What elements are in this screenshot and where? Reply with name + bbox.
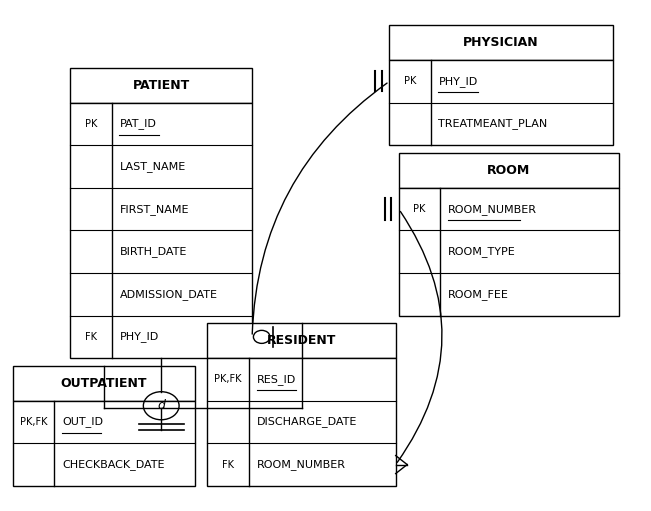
Text: PHYSICIAN: PHYSICIAN	[463, 36, 539, 49]
Text: RES_ID: RES_ID	[256, 374, 296, 385]
Text: PHY_ID: PHY_ID	[438, 76, 478, 87]
Text: PATIENT: PATIENT	[133, 79, 190, 92]
Text: ROOM_NUMBER: ROOM_NUMBER	[256, 459, 346, 470]
Bar	[70, 67, 252, 103]
Bar	[208, 323, 396, 358]
Text: LAST_NAME: LAST_NAME	[119, 161, 186, 172]
Bar	[399, 188, 619, 316]
Text: ROOM: ROOM	[488, 164, 531, 177]
Text: FK: FK	[222, 459, 234, 470]
Text: PK: PK	[85, 119, 97, 129]
Text: PK,FK: PK,FK	[214, 375, 242, 384]
Text: OUTPATIENT: OUTPATIENT	[61, 377, 147, 390]
Text: FK: FK	[85, 332, 97, 342]
Text: RESIDENT: RESIDENT	[267, 334, 337, 347]
Text: TREATMEANT_PLAN: TREATMEANT_PLAN	[438, 119, 547, 129]
Text: ROOM_NUMBER: ROOM_NUMBER	[448, 204, 537, 215]
Bar	[70, 103, 252, 358]
Text: OUT_ID: OUT_ID	[62, 416, 103, 428]
Text: ROOM_TYPE: ROOM_TYPE	[448, 246, 516, 257]
Text: PK: PK	[404, 77, 416, 86]
Text: PK: PK	[413, 204, 426, 214]
Bar	[389, 60, 613, 145]
Text: ROOM_FEE: ROOM_FEE	[448, 289, 509, 300]
Bar	[13, 366, 195, 401]
Bar	[399, 153, 619, 188]
Text: ADMISSION_DATE: ADMISSION_DATE	[119, 289, 217, 300]
Text: PHY_ID: PHY_ID	[119, 332, 159, 342]
Text: PAT_ID: PAT_ID	[119, 119, 156, 129]
Bar	[13, 401, 195, 486]
Bar	[389, 25, 613, 60]
Text: d: d	[158, 399, 165, 412]
Text: DISCHARGE_DATE: DISCHARGE_DATE	[256, 416, 357, 428]
Bar	[208, 358, 396, 486]
Text: FIRST_NAME: FIRST_NAME	[119, 204, 189, 215]
Text: PK,FK: PK,FK	[20, 417, 48, 427]
Text: CHECKBACK_DATE: CHECKBACK_DATE	[62, 459, 165, 470]
Text: BIRTH_DATE: BIRTH_DATE	[119, 246, 187, 257]
